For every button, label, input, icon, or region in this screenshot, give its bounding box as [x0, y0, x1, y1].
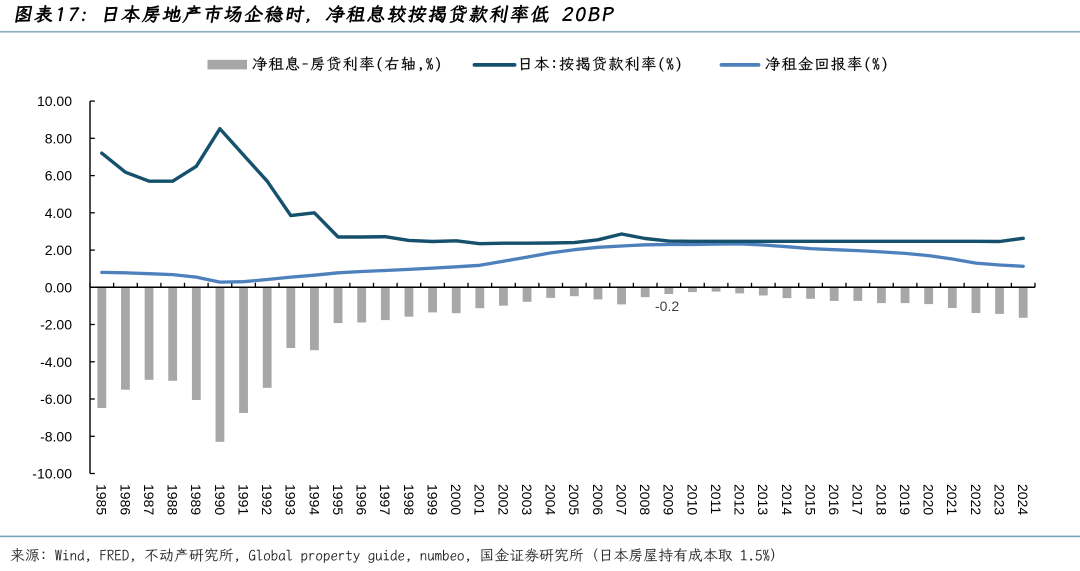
svg-text:2002: 2002	[495, 484, 511, 515]
svg-text:1991: 1991	[236, 484, 252, 515]
svg-text:2.00: 2.00	[45, 242, 72, 258]
svg-text:2017: 2017	[850, 484, 866, 515]
svg-text:2000: 2000	[448, 484, 464, 515]
svg-text:1997: 1997	[377, 484, 393, 515]
svg-text:1999: 1999	[425, 484, 441, 515]
svg-text:2007: 2007	[614, 484, 630, 515]
svg-text:10.00: 10.00	[37, 93, 72, 109]
svg-text:1988: 1988	[165, 484, 181, 515]
svg-text:1996: 1996	[354, 484, 370, 515]
svg-text:-0.2: -0.2	[655, 298, 679, 314]
svg-text:1995: 1995	[330, 484, 346, 515]
svg-text:2023: 2023	[992, 484, 1008, 515]
svg-text:2004: 2004	[543, 484, 559, 515]
svg-text:2001: 2001	[472, 484, 488, 515]
svg-text:1992: 1992	[259, 484, 275, 515]
svg-text:8.00: 8.00	[45, 130, 72, 146]
svg-text:-2.00: -2.00	[40, 317, 72, 333]
svg-text:2020: 2020	[921, 484, 937, 515]
svg-text:0.00: 0.00	[45, 279, 72, 295]
svg-text:-10.00: -10.00	[32, 466, 72, 482]
svg-text:2022: 2022	[968, 484, 984, 515]
svg-text:-8.00: -8.00	[40, 428, 72, 444]
svg-text:2015: 2015	[803, 484, 819, 515]
svg-text:2005: 2005	[566, 484, 582, 515]
svg-text:4.00: 4.00	[45, 205, 72, 221]
svg-text:2012: 2012	[732, 484, 748, 515]
svg-text:2018: 2018	[873, 484, 889, 515]
svg-text:1994: 1994	[306, 484, 322, 515]
svg-text:2009: 2009	[661, 484, 677, 515]
svg-text:6.00: 6.00	[45, 168, 72, 184]
svg-text:-6.00: -6.00	[40, 391, 72, 407]
svg-text:2003: 2003	[519, 484, 535, 515]
svg-text:1987: 1987	[141, 484, 157, 515]
svg-text:1985: 1985	[94, 484, 110, 515]
svg-text:2006: 2006	[590, 484, 606, 515]
svg-text:2014: 2014	[779, 484, 795, 515]
svg-text:1986: 1986	[117, 484, 133, 515]
svg-text:1998: 1998	[401, 484, 417, 515]
svg-text:2021: 2021	[944, 484, 960, 515]
svg-text:2008: 2008	[637, 484, 653, 515]
svg-text:1990: 1990	[212, 484, 228, 515]
svg-text:2016: 2016	[826, 484, 842, 515]
svg-text:2011: 2011	[708, 484, 724, 514]
svg-text:2024: 2024	[1015, 484, 1031, 515]
svg-text:2013: 2013	[755, 484, 771, 515]
svg-text:1993: 1993	[283, 484, 299, 515]
svg-text:1989: 1989	[188, 484, 204, 515]
svg-text:-4.00: -4.00	[40, 354, 72, 370]
svg-text:2010: 2010	[684, 484, 700, 515]
svg-text:2019: 2019	[897, 484, 913, 515]
